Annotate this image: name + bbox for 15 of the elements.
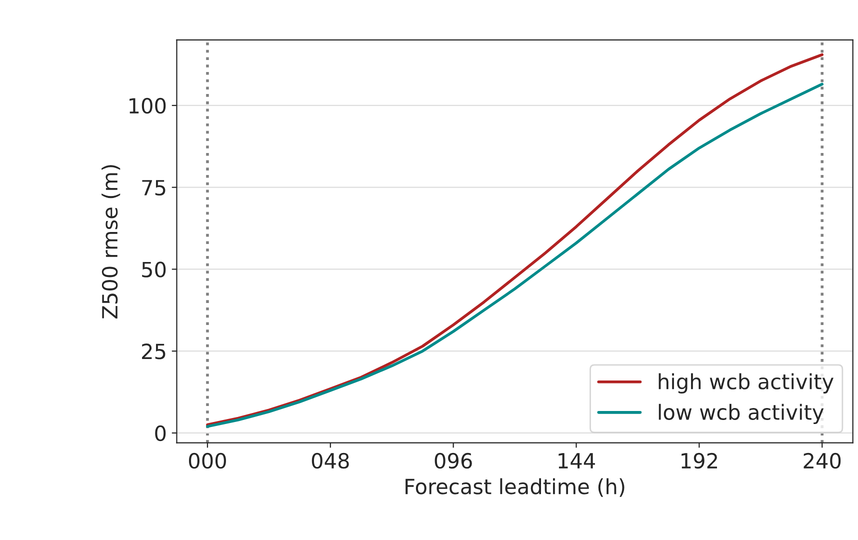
x-tick-label: 000 xyxy=(188,452,226,469)
x-tick-label: 192 xyxy=(682,452,717,469)
y-tick-label: 75 xyxy=(142,180,166,196)
legend-label: high wcb activity xyxy=(658,373,834,394)
x-tick-label: 144 xyxy=(558,453,595,468)
y-tick-label: 100 xyxy=(130,98,166,114)
x-tick-label: 240 xyxy=(804,452,841,469)
x-tick-label: 096 xyxy=(434,452,472,469)
x-tick-label: 048 xyxy=(312,452,349,469)
legend-label: low wcb activity xyxy=(658,404,824,424)
y-axis-title: Z500 rmse (m) xyxy=(102,165,120,318)
y-tick-label: 25 xyxy=(142,344,166,360)
y-tick-label: 0 xyxy=(155,425,166,442)
y-tick-label: 50 xyxy=(142,262,166,278)
x-axis-title: Forecast leadtime (h) xyxy=(406,478,624,497)
